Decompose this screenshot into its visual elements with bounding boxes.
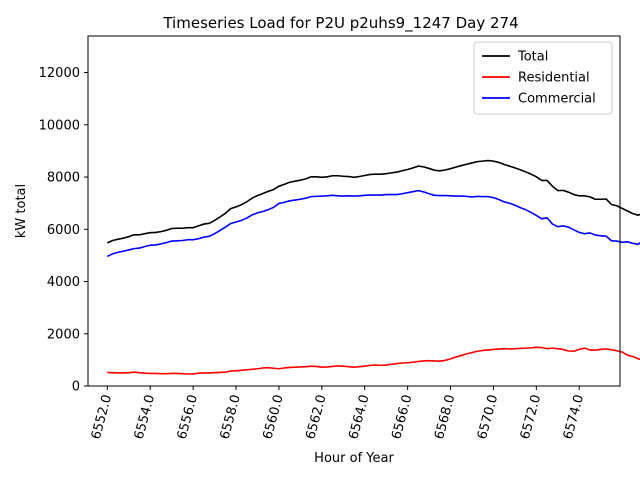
legend-label-commercial: Commercial bbox=[518, 92, 596, 107]
series-line-total bbox=[106, 159, 640, 244]
legend-label-residential: Residential bbox=[518, 71, 590, 86]
legend-label-total: Total bbox=[517, 50, 548, 65]
y-axis: 0 2000 4000 6000 8000 10000 12000 bbox=[39, 66, 88, 395]
series-line-commercial bbox=[106, 189, 640, 258]
y-tick-label: 4000 bbox=[47, 275, 80, 290]
y-tick-label: 6000 bbox=[47, 223, 80, 238]
y-tick-label: 10000 bbox=[39, 118, 80, 133]
series-lines bbox=[106, 159, 640, 375]
y-tick-label: 0 bbox=[72, 380, 80, 395]
chart-title: Timeseries Load for P2U p2uhs9_1247 Day … bbox=[162, 14, 518, 33]
y-tick-label: 8000 bbox=[47, 171, 80, 186]
y-axis-title: kW total bbox=[14, 184, 29, 238]
y-tick-label: 2000 bbox=[47, 327, 80, 342]
series-line-residential bbox=[107, 346, 640, 375]
x-axis-title: Hour of Year bbox=[314, 451, 394, 466]
plot-frame bbox=[87, 35, 621, 387]
y-tick-label: 12000 bbox=[39, 66, 80, 81]
legend-box bbox=[473, 41, 613, 115]
legend: Total Residential Commercial bbox=[473, 41, 613, 115]
